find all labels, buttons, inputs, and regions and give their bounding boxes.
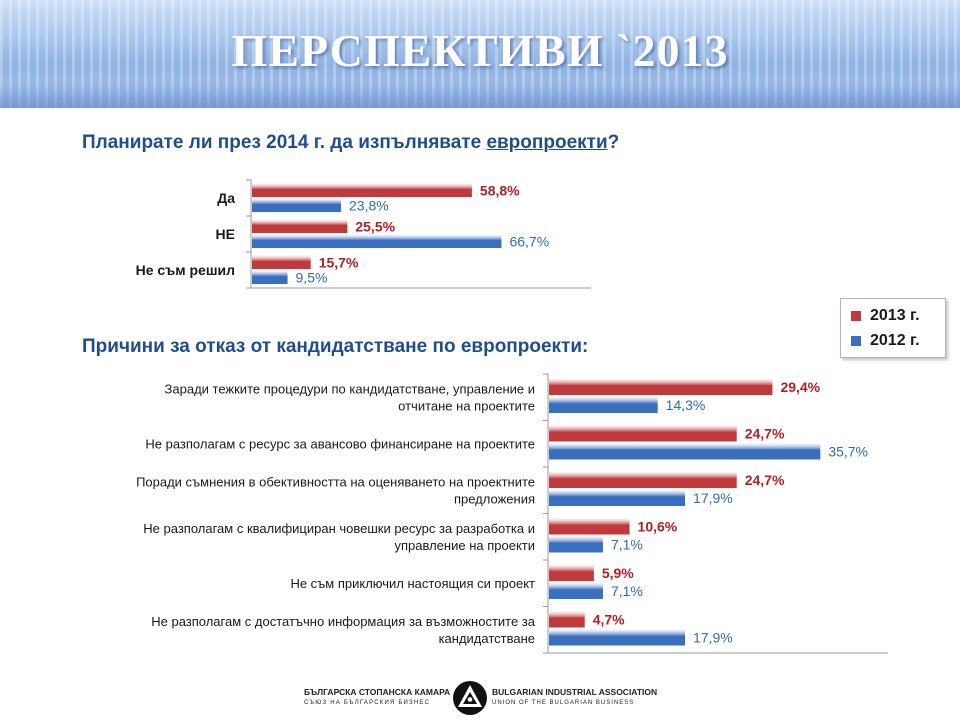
question-2: Причини за отказ от кандидатстване по ев… (82, 336, 589, 357)
value-label-2012: 23,8% (349, 198, 389, 214)
value-label-2013: 10,6% (638, 519, 678, 535)
category-label: Не разполагам с квалифициран човешки рес… (143, 521, 535, 536)
bar-2012 (549, 628, 686, 646)
value-label-2012: 14,3% (666, 397, 706, 413)
bar-2012 (549, 442, 821, 460)
question-1: Планирате ли през 2014 г. да изпълнявате… (82, 132, 619, 154)
value-label-2012: 66,7% (509, 234, 549, 250)
chart-legend: 2013 г. 2012 г. (840, 298, 946, 358)
category-label: НЕ (216, 226, 235, 242)
category-label: отчитане на проектите (398, 398, 535, 413)
bar-2013 (549, 471, 737, 488)
footer-logo: БЪЛГАРСКА СТОПАНСКА КАМАРА СЪЮЗ НА БЪЛГА… (300, 678, 657, 718)
title-banner (0, 0, 960, 108)
bar-2013 (549, 610, 585, 628)
legend-item-2012: 2012 г. (851, 329, 920, 353)
bar-2013 (549, 564, 594, 581)
legend-swatch-2013 (851, 311, 861, 321)
category-label: Не разполагам с достатъчно информация за… (151, 614, 536, 629)
value-label-2013: 4,7% (593, 612, 625, 628)
value-label-2013: 29,4% (780, 379, 820, 395)
value-label-2013: 15,7% (319, 255, 359, 271)
bar-2012 (549, 489, 686, 506)
bar-2013 (549, 517, 630, 535)
value-label-2012: 17,9% (693, 630, 733, 646)
category-label: кандидатстване (439, 631, 535, 646)
bar-2012 (252, 234, 502, 248)
value-label-2013: 58,8% (480, 183, 520, 199)
footer-org-bg-sub: СЪЮЗ НА БЪЛГАРСКИЯ БИЗНЕС (304, 700, 431, 706)
value-label-2013: 24,7% (745, 472, 785, 488)
footer-org-bg: БЪЛГАРСКА СТОПАНСКА КАМАРА (304, 687, 451, 697)
category-label: Поради съмнения в обективността на оценя… (136, 474, 535, 489)
bar-2013 (549, 424, 737, 442)
footer-org-en-sub: UNION OF THE BULGARIAN BUSINESS (492, 700, 635, 706)
category-label: предложения (454, 491, 535, 506)
bar-2013 (252, 183, 472, 197)
value-label-2012: 7,1% (611, 537, 643, 553)
question-1-link[interactable]: европроекти (486, 132, 608, 153)
bar-2012 (252, 270, 288, 284)
legend-item-2013: 2013 г. (851, 304, 920, 328)
question-1-text: Планирате ли през 2014 г. да изпълнявате (82, 132, 487, 153)
value-label-2012: 7,1% (611, 583, 643, 599)
banner-shade (0, 82, 960, 108)
category-label: управление на проекти (394, 538, 535, 553)
legend-label-2013: 2013 г. (870, 307, 920, 324)
bar-2013 (252, 219, 348, 233)
legend-swatch-2012 (851, 336, 861, 346)
value-label-2013: 25,5% (355, 219, 395, 235)
bar-2012 (549, 535, 603, 553)
value-label-2012: 17,9% (693, 490, 733, 506)
category-label: Не съм решил (136, 262, 235, 278)
question-1-end: ? (607, 132, 620, 153)
bar-2012 (549, 396, 658, 413)
value-label-2013: 5,9% (602, 565, 634, 581)
slide-title: ПЕРСПЕКТИВИ `2013 (231, 25, 729, 76)
bar-2013 (549, 378, 773, 395)
category-label: Не разполагам с ресурс за авансово финан… (145, 436, 535, 451)
category-label: Да (217, 190, 235, 206)
legend-label-2012: 2012 г. (870, 332, 920, 349)
footer-org-en: BULGARIAN INDUSTRIAL ASSOCIATION (492, 687, 658, 697)
value-label-2012: 9,5% (296, 270, 328, 286)
bar-2012 (252, 198, 342, 212)
bar-2012 (549, 582, 603, 599)
value-label-2013: 24,7% (745, 426, 785, 442)
category-label: Заради тежките процедури по кандидатства… (165, 381, 535, 396)
bar-2013 (252, 255, 311, 269)
bia-logo-icon (453, 681, 487, 715)
category-label: Не съм приключил настоящия си проект (290, 576, 535, 591)
value-label-2012: 35,7% (828, 444, 868, 460)
